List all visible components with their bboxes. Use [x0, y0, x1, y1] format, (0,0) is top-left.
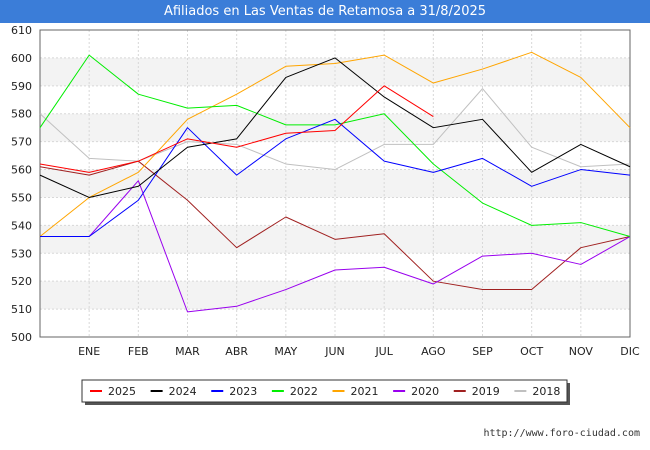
y-tick-label: 500: [11, 331, 32, 344]
y-tick-label: 590: [11, 80, 32, 93]
x-tick-label: JUL: [374, 345, 393, 358]
source-url[interactable]: http://www.foro-ciudad.com: [483, 428, 640, 439]
x-tick-label: FEB: [128, 345, 149, 358]
x-tick-label: DIC: [620, 345, 640, 358]
legend: 2025 2024 2023 2022 2021 2020 2019 2018: [81, 379, 570, 405]
x-tick-label: MAR: [175, 345, 200, 358]
legend-label-2019: 2019: [472, 385, 500, 398]
series-line-2022: [39, 54, 631, 238]
legend-box: [81, 379, 568, 403]
y-tick-label: 520: [11, 275, 32, 288]
series-line-2024: [39, 57, 631, 198]
x-tick-label: JUN: [324, 345, 345, 358]
legend-label-2023: 2023: [229, 385, 257, 398]
y-tick-labels: 500 510 520 530 540 550 560 570 580 590 600 610: [11, 24, 32, 344]
y-tick-label: 560: [11, 164, 32, 177]
legend-label-2018: 2018: [532, 385, 560, 398]
y-tick-label: 530: [11, 247, 32, 260]
y-tick-label: 610: [11, 24, 32, 37]
legend-label-2022: 2022: [290, 385, 318, 398]
x-tick-label: NOV: [569, 345, 594, 358]
legend-label-2020: 2020: [411, 385, 439, 398]
series-line-2020: [40, 180, 631, 313]
legend-label-2024: 2024: [169, 385, 197, 398]
y-tick-label: 540: [11, 219, 32, 232]
x-tick-label: ABR: [225, 345, 248, 358]
x-tick-labels: ENE FEB MAR ABR MAY JUN JUL AGO SEP OCT NOV DIC: [78, 345, 640, 358]
series-lines: [39, 51, 631, 313]
series-line-2025: [39, 85, 434, 173]
legend-label-2025: 2025: [108, 385, 136, 398]
x-tick-label: ENE: [78, 345, 100, 358]
x-tick-label: AGO: [421, 345, 446, 358]
series-line-2021: [39, 51, 631, 237]
series-line-2023: [40, 118, 631, 238]
y-tick-label: 600: [11, 52, 32, 65]
y-tick-label: 510: [11, 303, 32, 316]
y-tick-label: 550: [11, 191, 32, 204]
x-tick-label: SEP: [472, 345, 493, 358]
legend-label-2021: 2021: [351, 385, 379, 398]
x-tick-label: OCT: [520, 345, 543, 358]
y-tick-label: 580: [11, 108, 32, 121]
chart-title: Afiliados en Las Ventas de Retamosa a 31…: [0, 0, 650, 23]
plot-frame: [39, 29, 631, 338]
x-tick-label: MAY: [274, 345, 297, 358]
y-tick-label: 570: [11, 136, 32, 149]
